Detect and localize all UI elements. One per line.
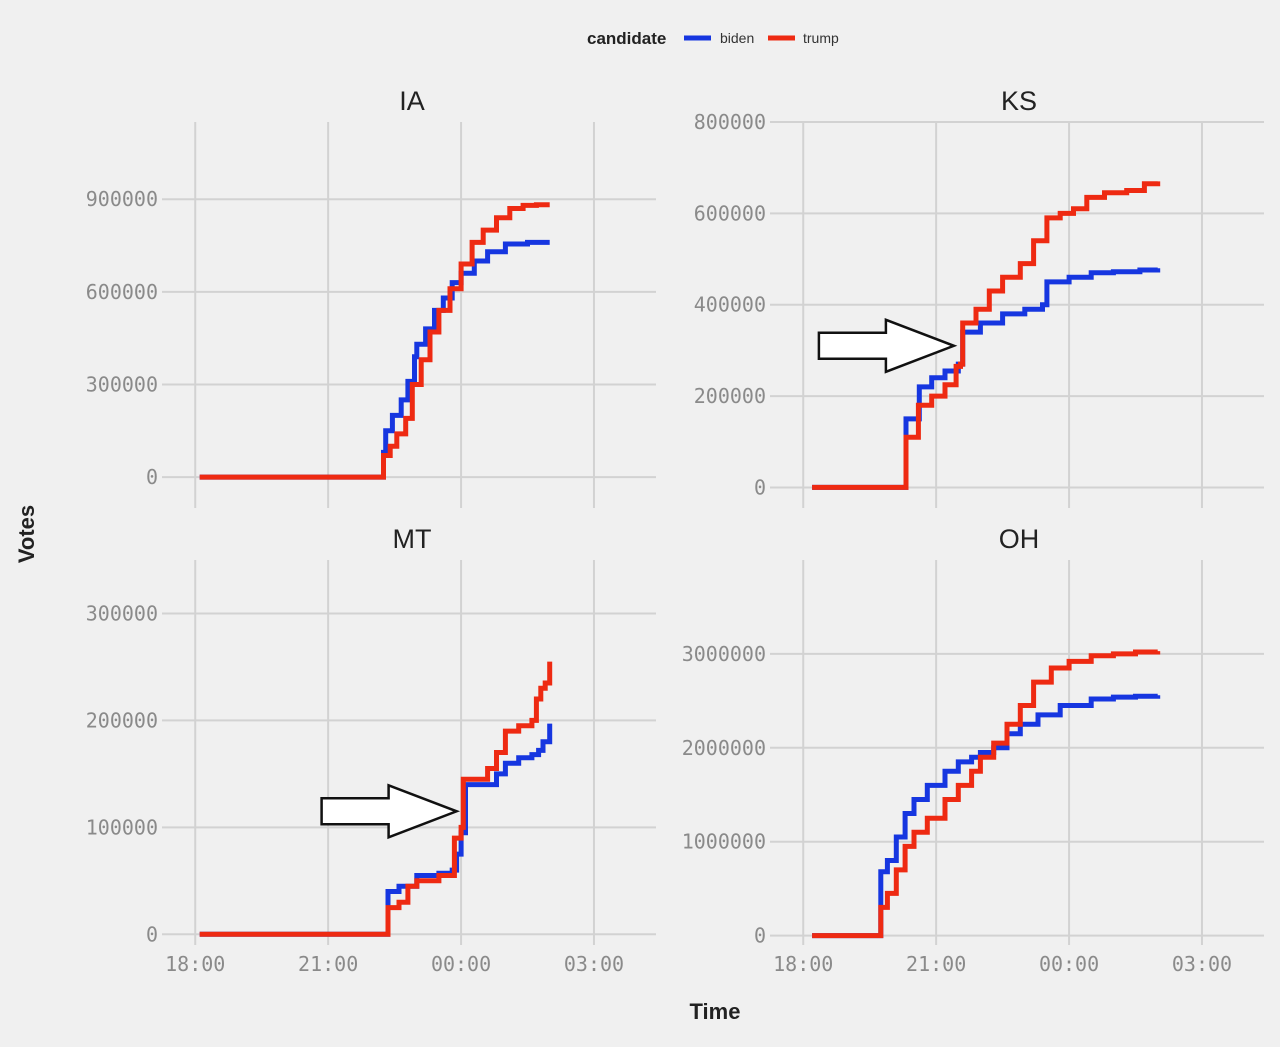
y-tick-label: 3000000: [682, 642, 766, 666]
legend: candidate biden trump: [587, 29, 839, 48]
panel-title: OH: [999, 524, 1040, 554]
legend-label-trump: trump: [803, 30, 839, 46]
y-tick-label: 100000: [86, 815, 158, 839]
x-tick-label: 21:00: [298, 952, 358, 976]
x-tick-label: 03:00: [1172, 952, 1232, 976]
y-axis-title: Votes: [14, 505, 39, 563]
panel-mt: MT 0 100000 200000 300000 18:00 21:00 00:00 03:0…: [86, 524, 656, 976]
x-tick-label: 18:00: [773, 952, 833, 976]
series-line-trump: [812, 181, 1161, 490]
legend-title: candidate: [587, 29, 666, 48]
legend-label-biden: biden: [720, 30, 754, 46]
series-line-trump: [199, 202, 550, 480]
y-tick-label: 600000: [694, 201, 766, 225]
x-tick-label: 03:00: [564, 952, 624, 976]
panel-title: KS: [1001, 86, 1037, 116]
facet-panels: IA 0 300000 600000 900000 KS 0 200000 400000 6000…: [86, 86, 1264, 976]
y-tick-label: 0: [146, 922, 158, 946]
panel-title: MT: [393, 524, 432, 554]
y-tick-label: 2000000: [682, 736, 766, 760]
panel-ks: KS 0 200000 400000 600000 800000: [694, 86, 1264, 508]
y-tick-label: 0: [754, 924, 766, 948]
y-tick-label: 300000: [86, 372, 158, 396]
y-tick-label: 200000: [86, 708, 158, 732]
y-tick-label: 600000: [86, 280, 158, 304]
x-axis-title: Time: [690, 999, 741, 1024]
x-tick-label: 18:00: [165, 952, 225, 976]
panel-title: IA: [399, 86, 425, 116]
series-line-biden: [812, 267, 1161, 490]
series-line-biden: [812, 693, 1161, 939]
series-line-trump: [199, 661, 553, 937]
x-tick-label: 21:00: [906, 952, 966, 976]
series-line-trump: [812, 649, 1161, 939]
y-tick-label: 0: [146, 465, 158, 489]
y-tick-label: 400000: [694, 293, 766, 317]
annotation-arrow: [320, 783, 461, 840]
series-line-biden: [199, 239, 550, 480]
y-tick-label: 900000: [86, 187, 158, 211]
y-tick-label: 800000: [694, 110, 766, 134]
y-tick-label: 300000: [86, 601, 158, 625]
panel-ia: IA 0 300000 600000 900000: [86, 86, 656, 508]
x-tick-label: 00:00: [1039, 952, 1099, 976]
x-tick-label: 00:00: [431, 952, 491, 976]
annotation-arrow: [817, 317, 958, 374]
y-tick-label: 1000000: [682, 830, 766, 854]
y-tick-label: 0: [754, 475, 766, 499]
panel-oh: OH 0 1000000 2000000 3000000 18:00 21:00 00:00 0…: [682, 524, 1264, 976]
y-tick-label: 200000: [694, 384, 766, 408]
